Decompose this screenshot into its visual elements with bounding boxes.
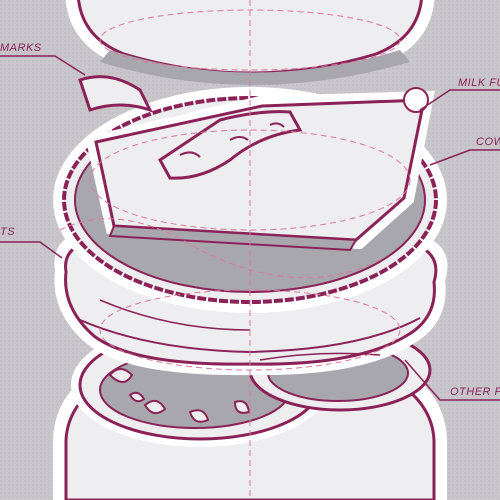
guide-lines <box>59 0 411 500</box>
top-bun <box>65 0 435 85</box>
label-fats: TS <box>0 226 16 238</box>
cheese-slice <box>85 87 435 252</box>
bacon-strip <box>78 75 303 180</box>
callout-lines <box>0 55 500 401</box>
label-milk-fed: MILK FU <box>458 77 500 89</box>
label-other: OTHER P <box>450 386 500 398</box>
label-cow: COW <box>476 136 500 148</box>
label-grill-marks: MARKS <box>0 42 42 54</box>
